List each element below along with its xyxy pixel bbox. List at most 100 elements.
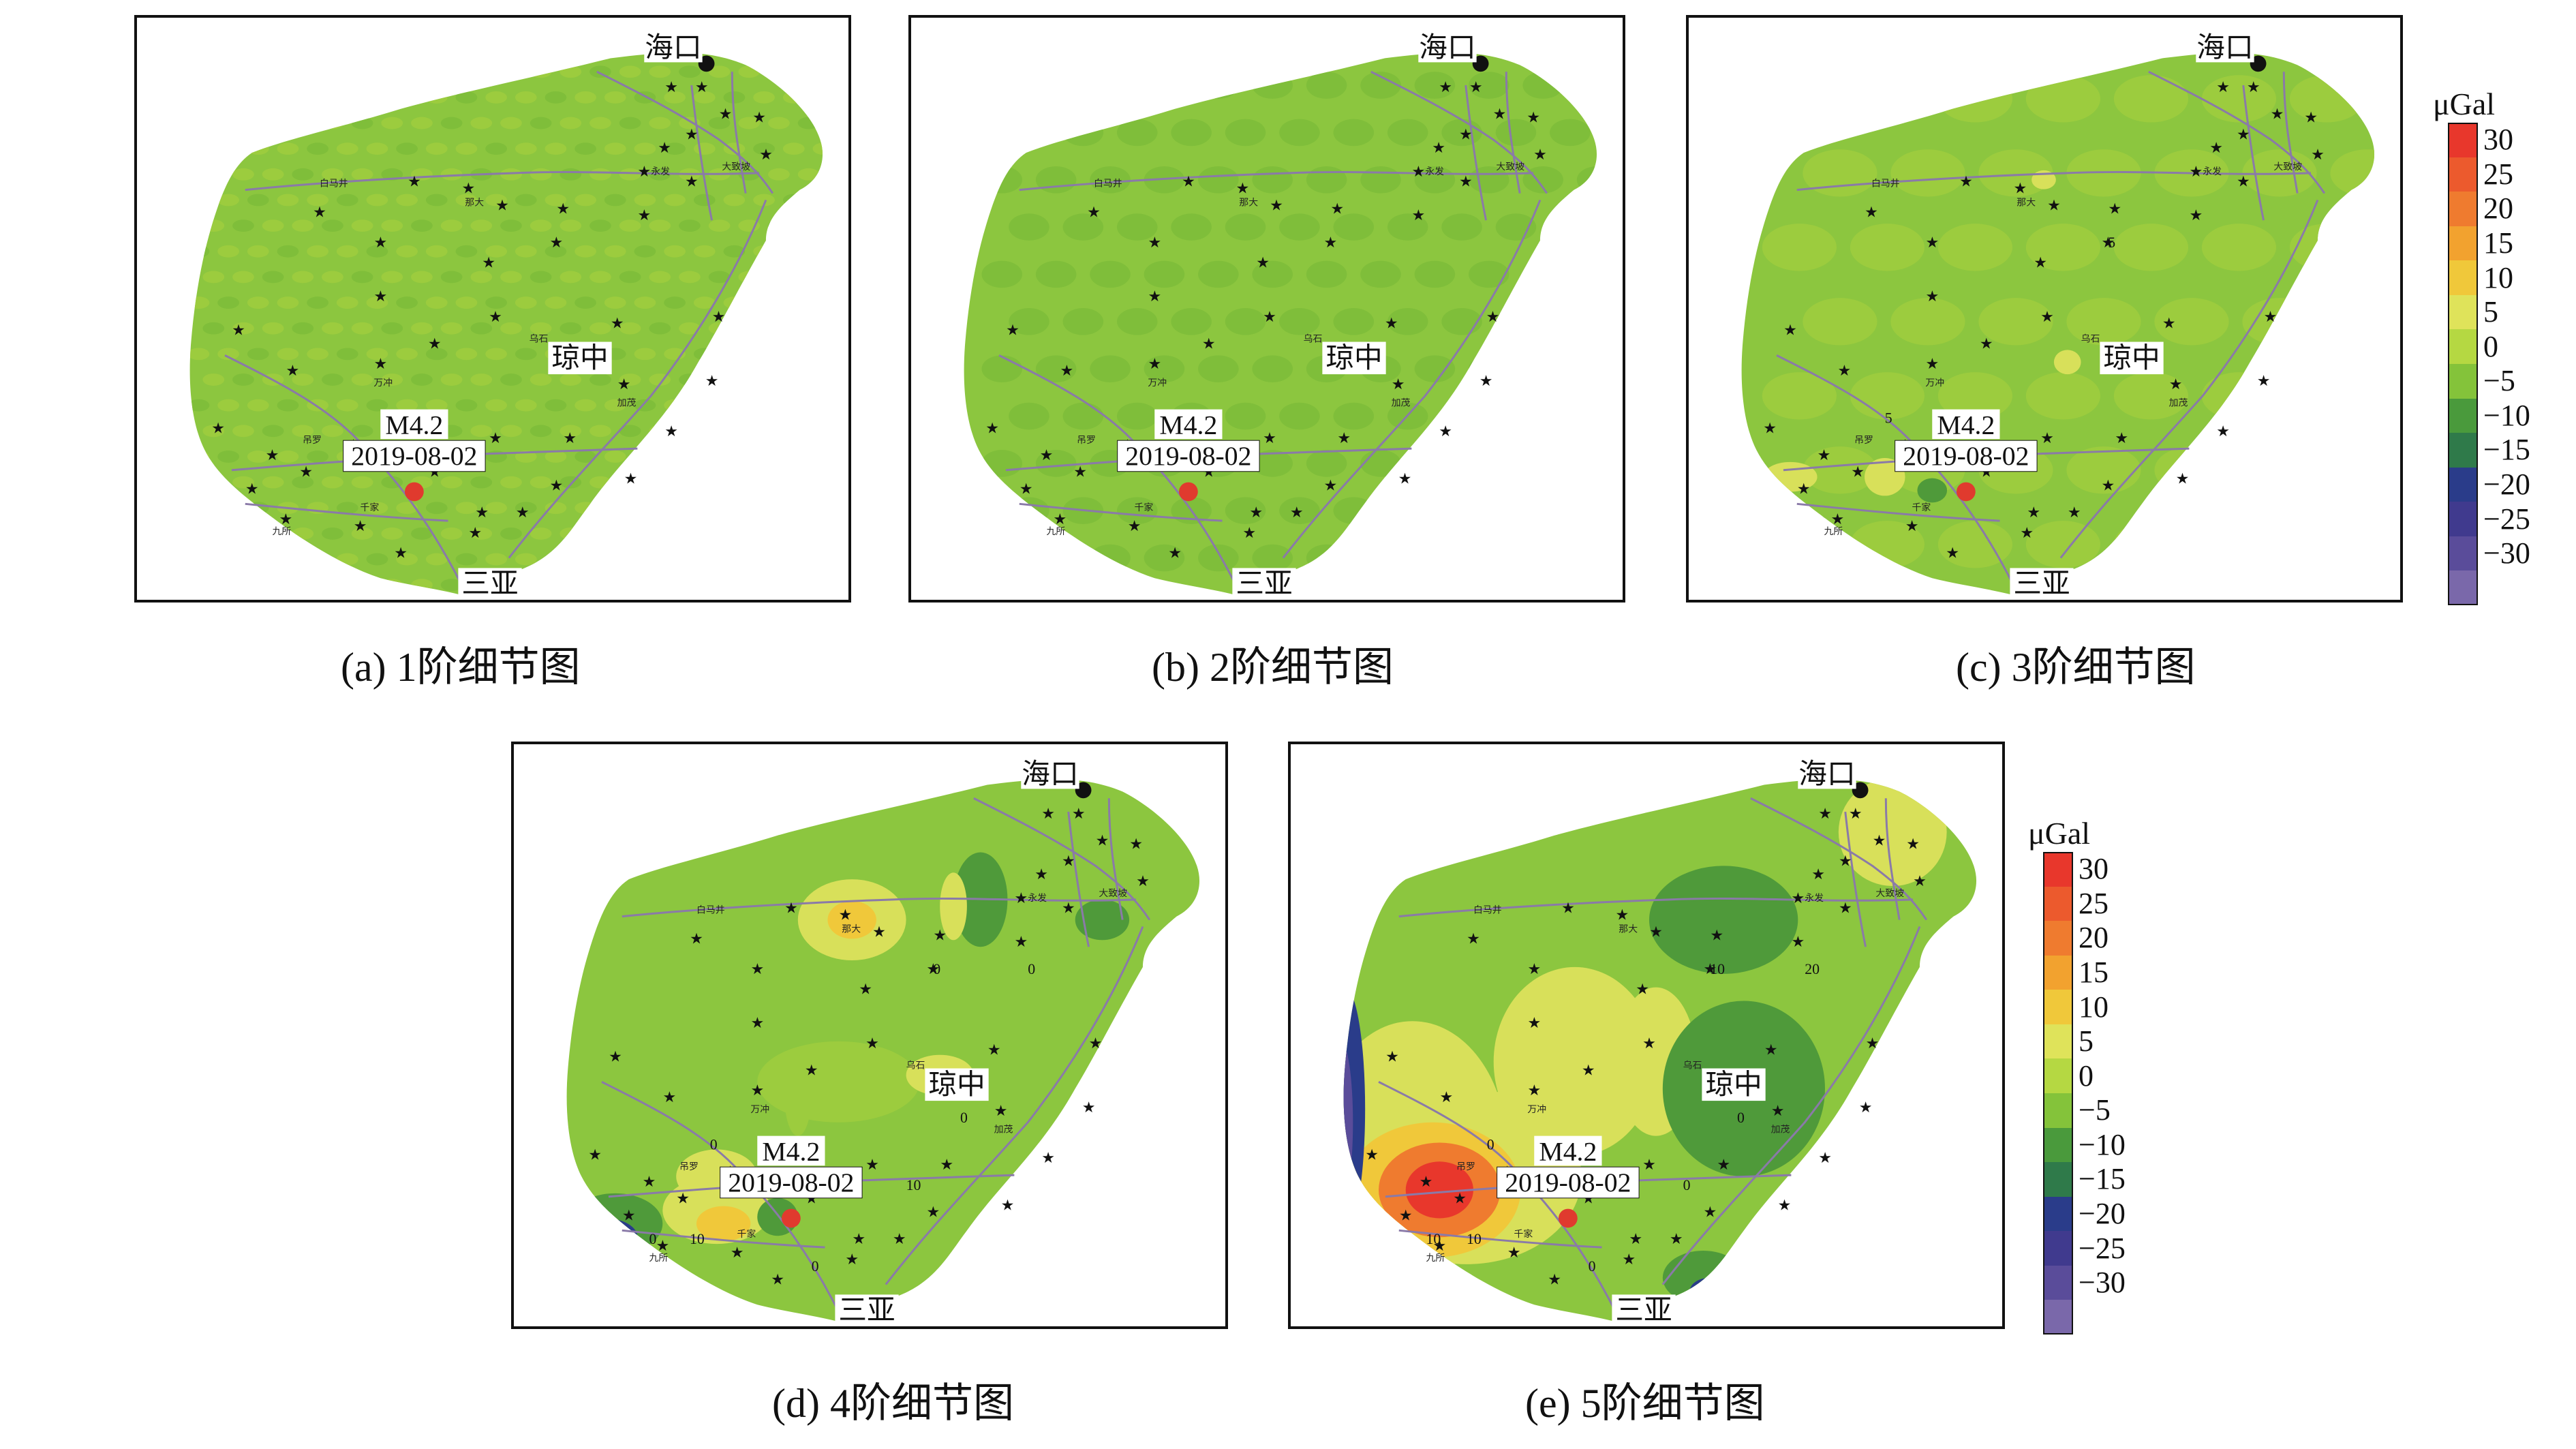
place-label-jiasuo: 加茂 xyxy=(2169,397,2188,409)
station-star: ★ xyxy=(2115,430,2128,446)
anomaly-patch xyxy=(366,142,388,155)
station-star: ★ xyxy=(609,1049,622,1065)
anomaly-patch xyxy=(693,296,716,309)
anomaly-patch xyxy=(2330,149,2375,197)
anomaly-patch xyxy=(366,399,388,412)
anomaly-patch xyxy=(768,322,790,335)
anomaly-patch xyxy=(619,579,641,592)
svg-text:琼中: 琼中 xyxy=(2103,343,2160,374)
colorbar-tick-label: 30 xyxy=(2079,852,2109,886)
anomaly-patch xyxy=(1116,119,1158,147)
anomaly-patch xyxy=(425,399,448,412)
anomaly-patch xyxy=(247,399,269,412)
station-star: ★ xyxy=(1412,207,1426,224)
station-star: ★ xyxy=(1980,335,1993,352)
anomaly-patch xyxy=(812,142,823,155)
sanya-label: 三亚 xyxy=(835,1294,899,1326)
station-star: ★ xyxy=(1615,907,1629,924)
anomaly-patch xyxy=(812,296,823,309)
anomaly-patch xyxy=(1090,260,1131,288)
anomaly-patch xyxy=(1850,372,1925,420)
svg-text:海口: 海口 xyxy=(2196,32,2253,63)
colorbar-swatch xyxy=(2043,1024,2073,1059)
anomaly-patch xyxy=(307,553,329,566)
station-star: ★ xyxy=(927,961,940,977)
anomaly-patch xyxy=(515,91,537,104)
anomaly-patch xyxy=(247,451,269,463)
qiongzhong-label: 琼中 xyxy=(548,341,612,374)
anomaly-patch xyxy=(753,451,775,463)
anomaly-patch xyxy=(738,271,761,284)
anomaly-patch xyxy=(500,476,522,489)
fault-line xyxy=(1282,199,1542,559)
anomaly-patch xyxy=(812,502,823,515)
anomaly-patch xyxy=(1171,308,1212,335)
anomaly-patch xyxy=(455,142,478,155)
anomaly-patch xyxy=(351,65,373,78)
anomaly-patch xyxy=(753,142,775,155)
station-star: ★ xyxy=(2237,126,2250,142)
anomaly-patch xyxy=(753,245,775,258)
anomaly-patch xyxy=(1279,213,1320,241)
anomaly-patch xyxy=(545,91,567,104)
anomaly-patch xyxy=(619,373,641,386)
anomaly-patch xyxy=(679,322,701,335)
svg-text:M4.2: M4.2 xyxy=(1539,1136,1597,1166)
station-star: ★ xyxy=(1096,833,1109,849)
anomaly-patch xyxy=(568,1193,663,1254)
colorbar-2 xyxy=(2043,852,2073,1335)
place-label-wushi: 乌石 xyxy=(2081,334,2100,345)
caption-c: (c) 3阶细节图 xyxy=(1956,645,2196,690)
fault-line xyxy=(1505,72,1521,194)
anomaly-patch xyxy=(545,553,567,566)
station-star: ★ xyxy=(1420,1174,1433,1190)
station-star: ★ xyxy=(1062,853,1075,869)
svg-text:海口: 海口 xyxy=(1022,759,1078,790)
station-star: ★ xyxy=(482,255,495,271)
station-star: ★ xyxy=(784,900,798,917)
station-star: ★ xyxy=(1486,309,1500,325)
station-star: ★ xyxy=(516,504,530,521)
anomaly-patch xyxy=(1387,497,1428,525)
anomaly-patch xyxy=(768,476,790,489)
anomaly-patch xyxy=(723,553,746,566)
colorbar-tick-label: 15 xyxy=(2079,956,2109,989)
fault-line xyxy=(1844,811,1867,947)
station-star: ★ xyxy=(313,204,326,220)
anomaly-patch xyxy=(634,502,656,515)
anomaly-patch xyxy=(827,271,848,284)
anomaly-patch xyxy=(1252,355,1293,382)
anomaly-patch xyxy=(381,322,403,335)
anomaly-patch xyxy=(351,168,373,181)
anomaly-patch xyxy=(2289,224,2365,271)
anomaly-patch xyxy=(757,1041,920,1123)
anomaly-patch xyxy=(572,1218,638,1256)
anomaly-patch xyxy=(470,219,493,232)
anomaly-patch xyxy=(559,65,582,78)
anomaly-patch xyxy=(679,476,701,489)
place-label-jiusuo: 九所 xyxy=(649,1253,668,1264)
station-star: ★ xyxy=(2040,309,2054,325)
anomaly-patch xyxy=(693,348,716,361)
epicenter-dot xyxy=(1178,482,1198,502)
anomaly-patch xyxy=(307,451,329,463)
svg-text:2019-08-02: 2019-08-02 xyxy=(1125,441,1251,471)
anomaly-patch xyxy=(2053,350,2081,375)
svg-text:M4.2: M4.2 xyxy=(762,1136,820,1166)
station-star: ★ xyxy=(1839,900,1852,917)
anomaly-patch xyxy=(1333,308,1375,335)
anomaly-patch xyxy=(530,271,552,284)
anomaly-patch xyxy=(322,322,343,335)
place-label-yongfa: 永发 xyxy=(2203,166,2222,177)
anomaly-patch xyxy=(827,117,848,129)
anomaly-patch xyxy=(336,399,358,412)
station-star: ★ xyxy=(1148,356,1161,372)
station-star: ★ xyxy=(2216,79,2230,95)
colorbar-tick-label: −10 xyxy=(2079,1127,2126,1161)
anomaly-patch xyxy=(425,194,448,207)
fault-line xyxy=(245,502,448,522)
contour-label: 0 xyxy=(933,961,940,977)
station-star: ★ xyxy=(1439,423,1452,440)
anomaly-patch xyxy=(322,373,343,386)
anomaly-patch xyxy=(559,117,582,129)
